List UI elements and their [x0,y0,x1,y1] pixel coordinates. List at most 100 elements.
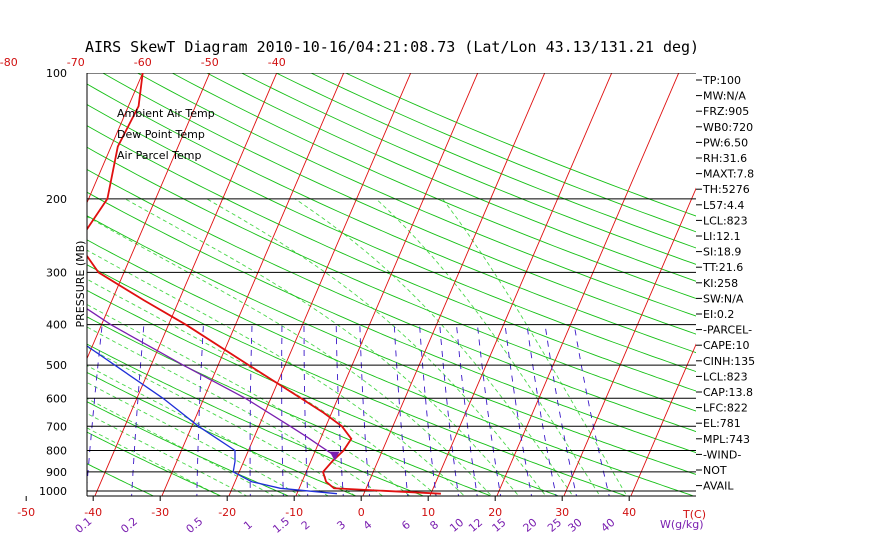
moist-adiabat-line [87,249,466,496]
index-label: L57:4.4 [703,199,744,212]
isotherm-line [94,73,278,496]
index-label: LFC:822 [703,402,748,415]
index-label: AVAIL [703,480,734,493]
top-temp-tick-label: -50 [201,56,219,69]
index-label: SI:18.9 [703,246,741,259]
pressure-tick-label: 600 [46,392,67,405]
chart-title: AIRS SkewT Diagram 2010-10-16/04:21:08.7… [85,38,699,56]
index-label: SW:N/A [703,292,744,305]
dry-adiabat-line [87,463,155,496]
temp-tick-label: -40 [84,506,102,519]
x-unit-label: T(C) [682,508,706,521]
index-label: -PARCEL- [703,324,752,337]
mixing-ratio-line [131,324,145,496]
index-label: CINH:135 [703,355,755,368]
dry-adiabat-line [87,146,696,412]
pressure-tick-label: 200 [46,193,67,206]
dry-adiabat-line [87,289,560,496]
top-temp-tick-label: -60 [134,56,152,69]
index-label: LCL:823 [703,214,748,227]
index-label: PW:6.50 [703,136,748,149]
sounding-indices: TP:100 MW:N/A FRZ:905 WB0:720 PW:6.50 RH:31.6… [696,74,755,493]
isotherm-line [496,73,680,496]
mixing-ratio-line [573,324,610,496]
dry-adiabat-line [87,264,628,496]
top-temp-tick-label: -40 [268,56,286,69]
temp-tick-label: 0 [358,506,365,519]
dry-adiabat-line [87,168,696,433]
moist-adiabat-line [87,365,329,496]
index-label: MPL:743 [703,433,750,446]
dry-adiabat-line [87,125,696,392]
dry-adiabat-line [87,239,696,496]
dry-adiabat-line [171,73,696,299]
index-label: NOT [703,464,727,477]
index-label: MW:N/A [703,90,746,103]
index-label: KI:258 [703,277,738,290]
mixing-ratio-line [526,324,557,496]
dry-adiabat-line [101,73,696,335]
moist-adiabat-line [294,198,574,496]
mixing-ratio-line [456,324,478,496]
pressure-tick-label: 500 [46,359,67,372]
index-label: FRZ:905 [703,105,749,118]
legend: Ambient Air Temp Dew Point Temp Air Parc… [117,107,215,162]
moist-adiabat-line [87,412,248,496]
dry-adiabat-line [87,104,696,373]
dry-adiabat-line [87,191,696,454]
temp-tick-label: -20 [218,506,236,519]
mixing-ratio-line [419,324,437,496]
dry-adiabat-line [87,371,358,496]
mixing-ratio-line [504,324,532,496]
dry-adiabat-line [87,83,696,354]
dry-adiabat-line [87,343,425,496]
index-label: RH:31.6 [703,152,747,165]
moist-adiabat-line [442,198,628,496]
index-label: TP:100 [702,74,741,87]
pressure-tick-label: 400 [46,319,67,332]
moist-adiabat-line [87,304,411,496]
series-line-ambient-air-temp [87,73,441,495]
mixing-ratio-lines [87,324,610,496]
isotherm-line [87,73,211,360]
pressure-tick-label: 100 [46,67,67,80]
dry-adiabat-line [240,73,696,265]
mixing-ratio-line [393,324,409,496]
legend-dewpoint: Dew Point Temp [117,128,205,141]
index-label: TT:21.6 [702,261,743,274]
pressure-tick-label: 300 [46,266,67,279]
dry-adiabat-line [87,316,493,496]
isotherm-line [362,73,546,496]
temp-tick-label: -10 [285,506,303,519]
legend-ambient: Ambient Air Temp [117,107,215,120]
pressure-tick-label: 900 [46,466,67,479]
y-axis-label: PRESSURE (MB) [74,241,87,328]
index-label: LCL:823 [703,370,748,383]
isotherm-line [630,343,696,496]
index-label: MAXT:7.8 [703,168,754,181]
isotherm-line [87,73,144,204]
moist-adiabats [87,198,628,496]
dry-adiabat-line [87,401,290,496]
temp-tick-label: -50 [17,506,35,519]
moist-adiabat-line [87,427,221,496]
mixing-ratio-line [477,324,502,496]
pressure-tick-label: 700 [46,420,67,433]
series-line-air-parcel-temp [87,308,335,457]
dry-adiabat-line [136,73,696,317]
moist-adiabat-line [124,198,520,496]
dry-adiabat-line [87,431,223,496]
temperature-tick-labels: -50 -40 -30 -20 -10 0 10 20 30 40 [17,496,636,519]
sounding-profiles [87,73,441,495]
index-label: EI:0.2 [703,308,734,321]
index-label: WB0:720 [703,121,753,134]
isotherms [87,73,696,496]
pressure-tick-label: 1000 [39,485,67,498]
moist-adiabat-line [375,198,601,496]
index-label: LI:12.1 [703,230,741,243]
top-temperature-tick-labels: -120-110-100-90-80-70-60-50-40 [0,56,286,69]
series-line-dew-point-temp [87,345,338,495]
temp-tick-label: 30 [555,506,569,519]
